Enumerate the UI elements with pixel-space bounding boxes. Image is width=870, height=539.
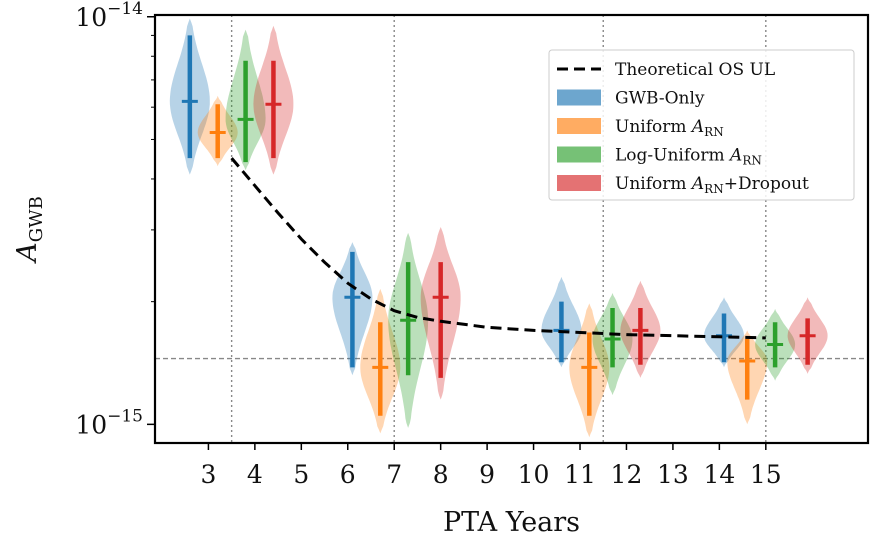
legend-swatch (557, 146, 601, 163)
x-tick-label: 14 (703, 460, 735, 489)
y-tick-label-base: 10 (75, 410, 107, 439)
theoretical-os-ul-line (230, 157, 766, 340)
y-tick-label: 10−14 (75, 0, 143, 32)
y-axis-label: AGWB (12, 196, 47, 265)
legend-label: Theoretical OS UL (615, 60, 775, 80)
x-tick-label: 10 (518, 460, 550, 489)
legend-label-symbol: A (690, 174, 704, 194)
legend-box (548, 49, 855, 201)
legend-label: Log-Uniform ARN (615, 146, 762, 168)
x-tick-label: 8 (433, 460, 449, 489)
y-tick-label: 10−15 (75, 406, 143, 439)
y-tick-label-exponent: −14 (107, 0, 143, 19)
x-tick-label: 7 (386, 460, 402, 489)
y-axis-label-main: A (12, 242, 43, 265)
x-tick-label: 11 (564, 460, 596, 489)
legend-label-sub: RN (704, 125, 724, 139)
legend-swatch (557, 118, 601, 134)
x-tick-label: 5 (293, 460, 309, 489)
legend-label-symbol: A (728, 146, 742, 166)
legend-label: Uniform ARN (615, 117, 724, 139)
legend-label-suffix: +Dropout (724, 174, 809, 194)
y-tick-label-exponent: −15 (107, 406, 143, 426)
line-layer (230, 157, 766, 340)
x-tick-label: 3 (200, 460, 216, 489)
legend-label: GWB-Only (615, 89, 705, 109)
x-tick-label: 12 (611, 460, 643, 489)
legend-swatch (557, 89, 601, 106)
x-tick-label: 6 (340, 460, 356, 489)
legend-label: Uniform ARN+Dropout (615, 174, 809, 196)
plot-frame (153, 13, 870, 445)
x-tick-label: 4 (247, 460, 263, 489)
legend-label-main: GWB-Only (615, 89, 705, 109)
legend-label-symbol: A (690, 117, 704, 137)
x-tick-label: 15 (750, 460, 782, 489)
x-tick-label: 13 (657, 460, 689, 489)
legend-swatch (557, 175, 601, 191)
legend-label-main: Uniform (615, 174, 692, 194)
y-axis-label-sub: GWB (26, 196, 47, 242)
violin-layer (169, 18, 828, 438)
legend-label-main: Log-Uniform (615, 146, 730, 166)
legend-label-sub: RN (704, 182, 724, 196)
x-tick-label: 9 (479, 460, 495, 489)
legend-label-main: Uniform (615, 117, 692, 137)
y-tick-label-base: 10 (75, 3, 107, 32)
legend-label-sub: RN (742, 154, 762, 168)
x-axis-label: PTA Years (443, 507, 580, 538)
